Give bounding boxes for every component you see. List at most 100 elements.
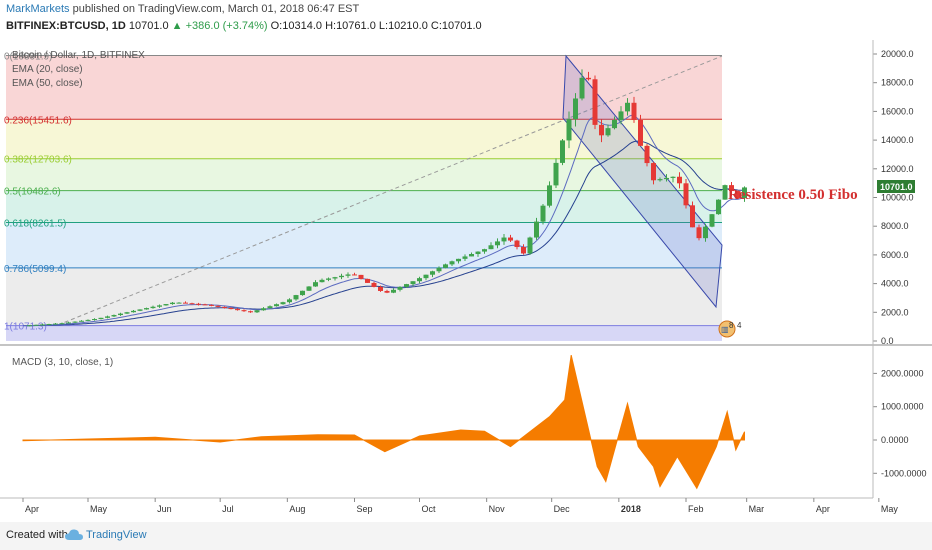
price-tick-label: 8000.0: [881, 221, 909, 231]
candle: [410, 281, 416, 285]
resistance-annotation: Resistence 0.50 Fibo: [728, 187, 858, 203]
candle: [534, 221, 539, 238]
price-tag: 10701.0: [880, 182, 913, 192]
candle: [469, 254, 474, 257]
fib-label: 0.382(12703.6): [4, 155, 72, 166]
candle: [215, 305, 221, 307]
candle: [222, 306, 227, 308]
candle: [417, 278, 422, 282]
price-tick-label: 14000.0: [881, 135, 914, 145]
candle: [326, 278, 331, 280]
candle: [280, 302, 286, 305]
candle: [267, 306, 273, 309]
candle: [345, 274, 351, 276]
candle: [709, 214, 715, 227]
candle: [703, 226, 708, 239]
candle: [235, 309, 240, 311]
candle: [605, 128, 611, 136]
time-tick-label: Feb: [688, 504, 704, 514]
trend-line: [57, 55, 723, 326]
candle: [313, 282, 318, 287]
candle: [449, 261, 455, 265]
author-link[interactable]: MarkMarkets: [6, 3, 70, 15]
candle: [53, 323, 58, 325]
svg-text:4: 4: [737, 321, 742, 330]
time-tick-label: Apr: [816, 504, 830, 514]
candle: [105, 316, 110, 318]
time-tick-label: 2018: [621, 504, 641, 514]
price-chart[interactable]: 1(1071.3) 0.786(5099.4) 0.618(8261.5) 0.5(1…: [0, 0, 932, 520]
candle: [670, 176, 676, 178]
fib-label: 0.236(15451.6): [4, 115, 72, 126]
candle: [638, 120, 643, 146]
candle: [592, 79, 598, 125]
macd-tick-label: 1000.0000: [881, 402, 924, 412]
time-tick-label: Jun: [157, 504, 172, 514]
candle: [189, 303, 195, 305]
candle: [176, 302, 182, 304]
candle: [371, 282, 377, 287]
price-tick-label: 20000.0: [881, 49, 914, 59]
macd-tick-label: 0.0000: [881, 435, 909, 445]
publication-line: MarkMarkets published on TradingView.com…: [6, 3, 359, 15]
ema20-line: [23, 114, 745, 327]
candle: [85, 319, 91, 321]
candle: [475, 251, 481, 255]
candle: [612, 120, 617, 129]
candle: [378, 286, 383, 291]
candle: [735, 191, 741, 199]
time-tick-label: Sep: [357, 504, 373, 514]
candle: [443, 264, 448, 268]
candle: [209, 304, 214, 306]
price-change: ▲ +386.0 (+3.74%): [171, 20, 268, 32]
candle: [293, 295, 299, 300]
price-tick-label: 16000.0: [881, 106, 914, 116]
candle: [72, 321, 78, 323]
fib-label: 0.5(10482.6): [4, 187, 61, 198]
candle: [716, 199, 721, 215]
footer-brand[interactable]: TradingView: [86, 529, 147, 541]
candle: [495, 241, 500, 246]
candle: [391, 289, 396, 293]
candle: [690, 205, 695, 228]
fib-label: 0.618(8261.5): [4, 218, 66, 229]
candle: [79, 320, 84, 322]
price-tick-label: 6000.0: [881, 250, 909, 260]
candle: [66, 322, 71, 324]
candle: [566, 119, 572, 141]
candle: [404, 284, 409, 287]
candle: [40, 324, 45, 326]
time-tick-label: Mar: [749, 504, 765, 514]
candle: [59, 323, 65, 325]
time-tick-label: Aug: [289, 504, 305, 514]
candle: [339, 275, 344, 278]
candle: [677, 176, 682, 184]
candle: [664, 177, 669, 180]
fib-band: [6, 55, 722, 120]
candle: [625, 102, 630, 112]
candle: [397, 286, 403, 290]
fib-label: 0.786(5099.4): [4, 264, 66, 275]
legend-title: Bitcoin / Dollar, 1D, BITFINEX: [12, 50, 145, 61]
descending-channel: [562, 54, 723, 309]
price-tick-label: 4000.0: [881, 279, 909, 289]
candle: [436, 267, 442, 272]
candle: [722, 185, 728, 200]
time-tick-label: Oct: [422, 504, 437, 514]
fib-band: [6, 190, 722, 223]
candle: [540, 205, 546, 222]
ohlc-high: H:10761.0: [325, 20, 376, 32]
tradingview-cloud-icon: [65, 529, 83, 540]
events-icon[interactable]: ▥ 8 4: [718, 320, 742, 338]
candle: [254, 310, 260, 313]
candle: [274, 304, 279, 307]
candle: [456, 258, 461, 262]
candle: [553, 162, 559, 186]
candle: [651, 163, 656, 181]
fib-band: [6, 158, 722, 191]
candle: [579, 77, 585, 99]
fib-band: [6, 325, 722, 341]
candle: [618, 111, 624, 121]
candle: [131, 310, 136, 313]
svg-text:▥: ▥: [721, 325, 729, 334]
